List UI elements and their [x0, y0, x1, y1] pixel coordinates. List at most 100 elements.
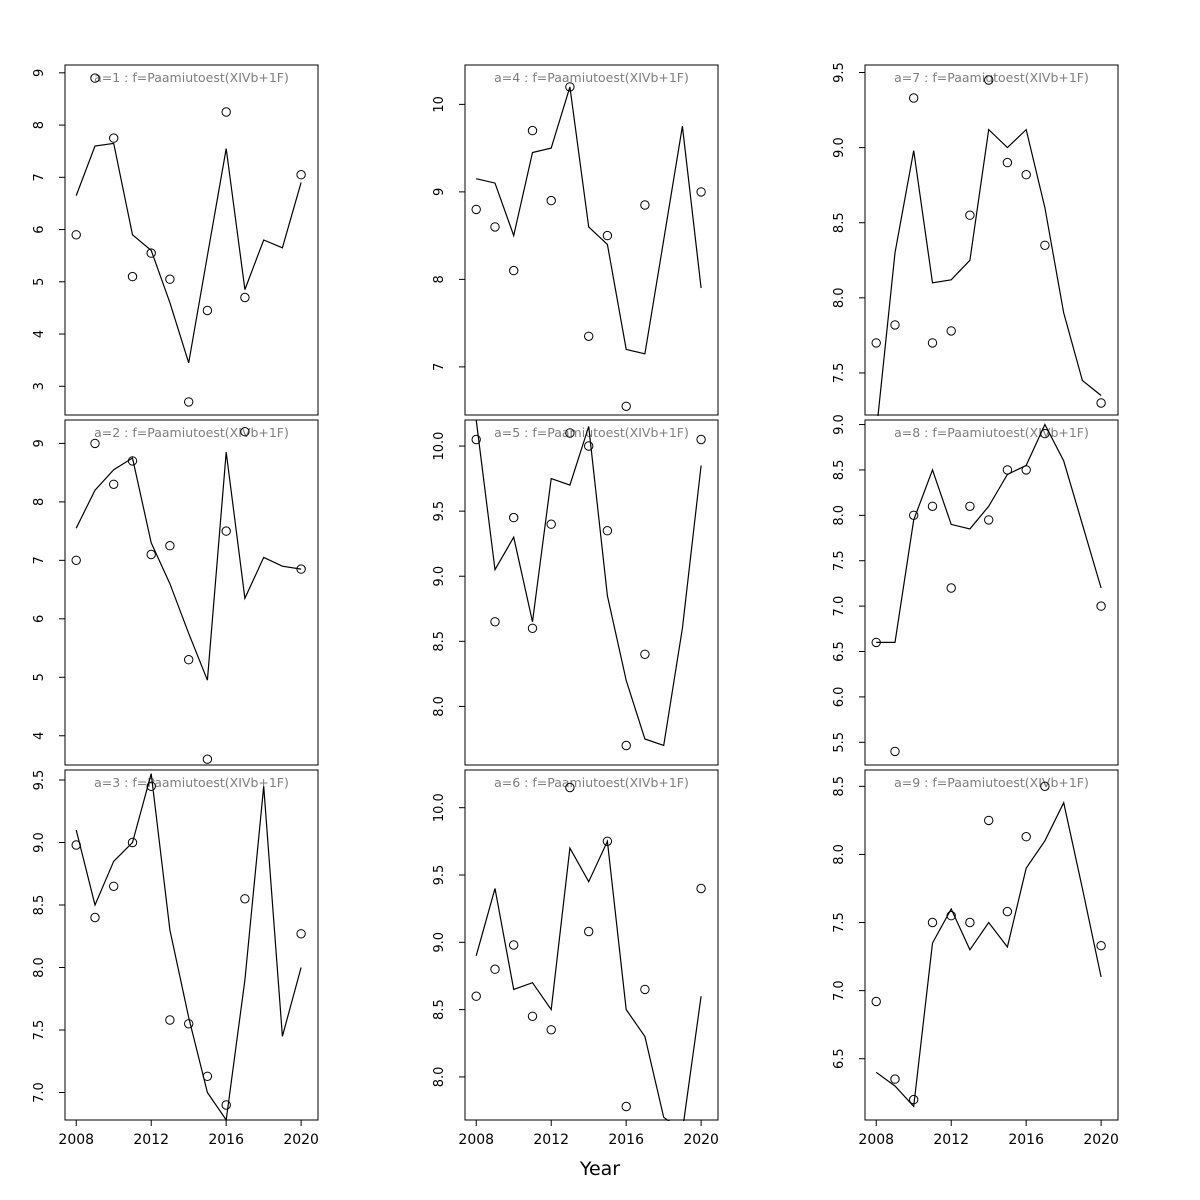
panel-a7: 7.5 8.0 8.5 9.0 9.5 a=7 : f=Paamiutoest(XIVb+… [832, 62, 1119, 416]
y-tick-label: 9.5 [432, 501, 447, 522]
data-point [471, 204, 481, 215]
data-point [871, 637, 881, 648]
y-tick-label: 8 [32, 121, 47, 129]
panel-title: a=4 : f=Paamiutoest(XIVb+1F) [494, 70, 689, 85]
x-tick-label: 2020 [683, 1132, 719, 1148]
panel-a4: 7 8 9 10 a=4 : f=Paamiutoest(XIVb+1F) [432, 64, 719, 416]
data-point [1040, 240, 1050, 251]
fit-line [877, 128, 1102, 416]
data-point [1021, 832, 1031, 842]
y-tick-label: 9.5 [432, 865, 447, 886]
x-tick-label: 2012 [933, 1132, 969, 1148]
data-point [240, 894, 250, 904]
data-point [202, 305, 213, 316]
data-point [1096, 398, 1106, 408]
data-point [1002, 157, 1013, 168]
data-point [471, 991, 481, 1001]
y-tick-label: 8.0 [832, 287, 847, 308]
x-tick-label: 2008 [458, 1132, 494, 1148]
y-tick-label: 6.0 [832, 687, 847, 708]
panel-title: a=7 : f=Paamiutoest(XIVb+1F) [894, 70, 1089, 85]
data-point [165, 541, 175, 551]
plot-box [864, 419, 1119, 766]
y-tick-label: 9.5 [832, 62, 847, 83]
plot-box [864, 64, 1119, 416]
data-point [909, 510, 919, 520]
x-tick-label: 2012 [533, 1132, 569, 1148]
data-point [71, 840, 81, 850]
y-tick-label: 4 [32, 732, 47, 740]
y-tick-label: 5 [32, 673, 47, 681]
data-point [871, 338, 881, 348]
panel-a6: 8.0 8.5 9.0 9.5 10.0 2008 2012 2016 2020 a=6 : f=… [432, 769, 719, 1148]
plot-box [464, 419, 719, 766]
data-point [965, 917, 975, 928]
panel-a9: 6.5 7.0 7.5 8.0 8.5 2008 2012 2016 2020 a=9 : f=P… [832, 769, 1119, 1148]
plot-box [64, 419, 319, 766]
y-tick-label: 9 [32, 439, 47, 447]
y-tick-label: 8 [432, 275, 447, 283]
y-tick-label: 10.0 [432, 793, 447, 822]
data-point [602, 230, 613, 241]
plot-box [64, 769, 319, 1121]
data-point [565, 82, 575, 92]
y-tick-label: 3 [32, 382, 47, 390]
y-tick-label: 8.0 [432, 696, 447, 717]
data-point [546, 195, 556, 206]
data-point [1021, 465, 1031, 475]
data-point [909, 1094, 919, 1105]
y-tick-label: 7.0 [832, 980, 847, 1001]
y-tick-label: 9.0 [432, 932, 447, 953]
x-tick-label: 2008 [858, 1132, 894, 1148]
data-point [602, 526, 613, 536]
data-point [165, 1015, 175, 1025]
data-point [90, 912, 100, 923]
fit-line [475, 839, 702, 1121]
panel-a1: 3 4 5 6 7 8 9 a=1 : f=Paamiutoest(XIVb+1F) [32, 64, 319, 416]
data-point [240, 292, 250, 303]
data-point [109, 133, 119, 143]
data-point [71, 555, 81, 565]
y-tick-label: 9.0 [832, 137, 847, 158]
y-tick-label: 6 [32, 615, 47, 623]
x-tick-label: 2016 [1008, 1132, 1044, 1148]
panel-title: a=5 : f=Paamiutoest(XIVb+1F) [494, 425, 689, 440]
y-tick-label: 8.5 [832, 776, 847, 797]
data-point [221, 1100, 231, 1110]
data-point [527, 1011, 538, 1021]
data-point [871, 996, 881, 1007]
data-point [1096, 941, 1106, 951]
y-tick-label: 9.5 [32, 770, 47, 791]
x-tick-label: 2020 [283, 1132, 319, 1148]
y-tick-label: 10.0 [432, 432, 447, 461]
y-tick-label: 8 [32, 498, 47, 506]
y-tick-label: 6 [32, 225, 47, 233]
y-tick-label: 7 [32, 173, 47, 181]
data-point [509, 940, 519, 950]
data-point [965, 210, 975, 220]
y-tick-label: 8.5 [832, 460, 847, 481]
data-point [165, 274, 175, 284]
data-point [109, 881, 119, 891]
x-axis-title: Year [579, 1158, 621, 1180]
plot-box [64, 64, 319, 416]
y-tick-label: 9.0 [432, 566, 447, 587]
data-point [565, 782, 575, 793]
data-point [946, 326, 956, 336]
y-tick-label: 8.0 [832, 505, 847, 526]
data-point [296, 564, 306, 574]
data-point [696, 883, 706, 894]
data-point [509, 512, 519, 523]
data-point [221, 107, 231, 117]
panel-title: a=2 : f=Paamiutoest(XIVb+1F) [94, 425, 289, 440]
data-point [984, 815, 994, 826]
panel-title: a=8 : f=Paamiutoest(XIVb+1F) [894, 425, 1089, 440]
panel-title: a=6 : f=Paamiutoest(XIVb+1F) [494, 775, 689, 790]
fit-line [876, 423, 1102, 644]
data-point [296, 929, 306, 939]
data-point [527, 125, 538, 136]
data-point [109, 479, 119, 489]
data-point [909, 93, 919, 103]
data-point [621, 740, 631, 751]
